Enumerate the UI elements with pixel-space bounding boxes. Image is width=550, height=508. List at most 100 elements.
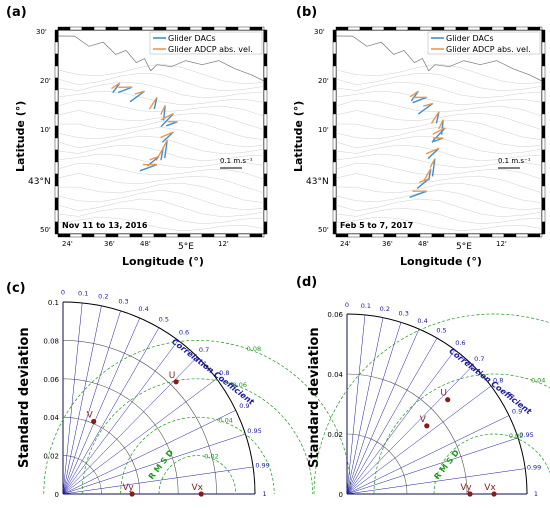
border-segment xyxy=(332,185,337,199)
dac-arrow xyxy=(431,158,436,177)
border-segment xyxy=(54,149,59,163)
rmsd-tick-label: 0.02 xyxy=(509,432,523,440)
dac-arrow xyxy=(164,140,168,159)
contour-line xyxy=(335,182,543,204)
border-segment xyxy=(371,233,385,238)
lon-tick: 36' xyxy=(382,240,393,248)
border-segment xyxy=(81,233,95,238)
contour-line xyxy=(335,216,543,232)
border-segment xyxy=(383,26,397,31)
border-segment xyxy=(237,26,251,31)
correlation-tick-label: 0.7 xyxy=(474,355,484,363)
dac-arrow xyxy=(129,90,145,103)
border-segment xyxy=(129,26,143,31)
std-tick-label: 0.1 xyxy=(48,299,59,307)
panel-label-d: (d) xyxy=(296,275,317,290)
adcp-arrow xyxy=(111,82,121,90)
adcp-arrow xyxy=(160,113,174,121)
border-segment xyxy=(54,113,59,127)
std-tick-label: 0.06 xyxy=(43,376,59,384)
border-segment xyxy=(153,233,167,238)
correlation-tick-label: 0 xyxy=(61,288,65,296)
border-segment xyxy=(455,26,469,31)
border-segment xyxy=(117,233,131,238)
correlation-tick-label: 0.5 xyxy=(436,326,446,334)
border-segment xyxy=(359,233,373,238)
contour-line xyxy=(57,189,265,211)
adcp-arrow xyxy=(430,111,440,124)
correlation-ray xyxy=(62,340,179,495)
contour-line xyxy=(57,126,265,148)
correlation-ray xyxy=(346,322,402,495)
legend-adcp-label: Glider ADCP abs. vel. xyxy=(446,45,531,54)
border-segment xyxy=(503,233,517,238)
legend-dac-label: Glider DACs xyxy=(446,34,494,43)
std-tick-label: 0.04 xyxy=(43,414,59,422)
point-vy xyxy=(467,491,473,497)
std-arc xyxy=(62,455,102,495)
correlation-tick-label: 0.2 xyxy=(98,293,108,301)
border-segment xyxy=(263,185,268,199)
border-segment xyxy=(541,53,546,67)
border-segment xyxy=(347,26,361,31)
coastline-path xyxy=(335,35,543,82)
scale-bar: 0.1 m.s⁻¹ xyxy=(220,157,253,169)
lat-tick: 20' xyxy=(318,77,329,85)
border-segment xyxy=(54,137,59,151)
point-v xyxy=(91,418,97,425)
rmsd-circle xyxy=(373,373,550,495)
contour-line xyxy=(335,72,543,92)
border-segment xyxy=(54,173,59,187)
border-segment xyxy=(213,26,227,31)
correlation-ray xyxy=(62,433,246,495)
y-axis-label: Latitude (°) xyxy=(292,101,305,172)
correlation-ray xyxy=(346,317,384,495)
lon-tick: 48' xyxy=(140,240,151,248)
correlation-ray xyxy=(346,328,420,495)
panel-label-b: (b) xyxy=(296,5,317,20)
rmsd-title: R M S D xyxy=(147,448,176,481)
border-segment xyxy=(455,233,469,238)
border-segment xyxy=(332,65,337,79)
contour-line xyxy=(335,119,543,141)
correlation-tick-label: 0.95 xyxy=(519,431,533,439)
border-segment xyxy=(431,233,445,238)
border-segment xyxy=(335,233,349,238)
adcp-arrow xyxy=(160,131,174,139)
rmsd-circle xyxy=(313,313,550,495)
lon-tick: 24' xyxy=(340,240,351,248)
border-segment xyxy=(332,149,337,163)
border-segment xyxy=(419,26,433,31)
point-label: Vy xyxy=(122,483,134,493)
border-segment xyxy=(541,101,546,115)
correlation-tick-label: 0.9 xyxy=(512,408,522,416)
map-border xyxy=(54,26,268,238)
y-axis-title: Standard deviation xyxy=(307,327,322,468)
coastline xyxy=(335,35,543,82)
contour-line xyxy=(57,99,265,117)
border-segment xyxy=(443,26,457,31)
x-axis-label: Longitude (°) xyxy=(400,255,482,268)
adcp-arrow xyxy=(148,96,158,110)
border-segment xyxy=(225,26,239,31)
border-segment xyxy=(93,233,107,238)
border-segment xyxy=(539,26,543,31)
border-segment xyxy=(332,173,337,187)
correlation-ray xyxy=(62,310,121,495)
dac-arrow xyxy=(409,190,427,198)
contour-line xyxy=(335,189,543,211)
contour-line xyxy=(57,216,265,232)
rmsd-circle xyxy=(120,416,275,495)
contour-line xyxy=(57,173,265,194)
border-segment xyxy=(177,233,191,238)
velocity-arrows xyxy=(409,90,446,198)
lat-tick: 50' xyxy=(40,226,51,234)
adcp-arrow xyxy=(423,102,434,107)
map-legend: Glider DACs Glider ADCP abs. vel. xyxy=(149,31,263,55)
border-segment xyxy=(105,233,119,238)
std-arc xyxy=(62,301,256,495)
border-segment xyxy=(541,77,546,91)
border-segment xyxy=(263,29,268,43)
correlation-tick-label: 0.1 xyxy=(361,302,371,310)
map-panel-b: (b) Glider DACs Glider ADCP abs. vel. 0.… xyxy=(292,5,546,268)
